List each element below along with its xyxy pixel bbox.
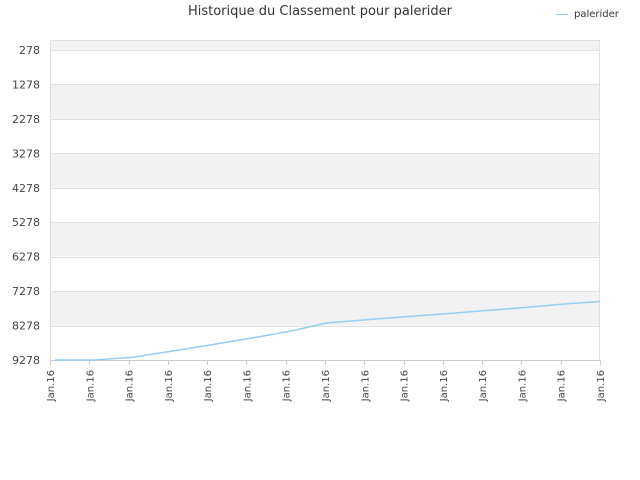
x-tick-label: Jan.16 [596, 370, 607, 402]
x-tick-label: Jan.16 [125, 370, 136, 402]
plot-band [50, 84, 600, 119]
y-tick-label: 8278 [12, 320, 40, 333]
y-tick-label: 1278 [12, 78, 40, 91]
plot-band [50, 222, 600, 257]
x-tick-label: Jan.16 [478, 370, 489, 402]
y-tick-label: 9278 [12, 354, 40, 367]
chart-title: Historique du Classement pour palerider [187, 4, 453, 19]
y-tick-label: 278 [19, 44, 40, 57]
legend-label: palerider [574, 9, 619, 20]
x-tick-label: Jan.16 [439, 370, 450, 402]
legend-swatch [556, 14, 568, 15]
y-tick-label: 5278 [12, 216, 40, 229]
x-tick-label: Jan.16 [282, 370, 293, 402]
y-tick-label: 7278 [12, 285, 40, 298]
x-tick-label: Jan.16 [321, 370, 332, 402]
series-line-palerider [55, 300, 601, 361]
plot-band [50, 256, 600, 292]
x-tick-label: Jan.16 [85, 370, 96, 402]
y-tick-label: 4278 [12, 182, 40, 195]
y-tick-label: 3278 [12, 147, 40, 160]
x-tick-label: Jan.16 [203, 370, 214, 402]
x-tick-label: Jan.16 [517, 370, 528, 402]
chart-legend: palerider [556, 9, 619, 20]
x-tick-label: Jan.16 [242, 370, 253, 402]
plot-band [50, 153, 600, 188]
y-tick-label: 6278 [12, 251, 40, 264]
plot-band [50, 118, 600, 154]
plot-band [50, 325, 600, 360]
plot-band [50, 40, 600, 50]
x-tick-label: Jan.16 [400, 370, 411, 402]
x-tick-label: Jan.16 [46, 370, 57, 402]
x-tick-label: Jan.16 [557, 370, 568, 402]
plot-band [50, 50, 600, 85]
x-tick-label: Jan.16 [360, 370, 371, 402]
y-tick-label: 2278 [12, 113, 40, 126]
plot-band [50, 187, 600, 223]
x-tick-label: Jan.16 [164, 370, 175, 402]
